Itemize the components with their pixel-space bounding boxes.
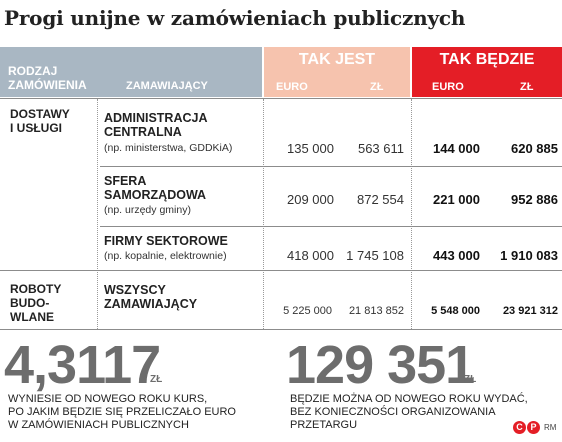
- new-euro-value: 144 000: [433, 141, 480, 156]
- category-deliveries: DOSTAWY I USŁUGI: [10, 107, 70, 135]
- now-zl-value: 1 745 108: [346, 248, 404, 263]
- header-future-euro: EURO: [432, 81, 464, 93]
- buyer-note: (np. kopalnie, elektrownie): [104, 250, 227, 262]
- new-euro-value: 221 000: [433, 192, 480, 207]
- buyer-note: (np. urzędy gminy): [104, 204, 191, 216]
- header-future-block: [412, 47, 562, 97]
- row-divider: [100, 226, 562, 227]
- column-separator: [263, 99, 264, 329]
- now-euro-value: 418 000: [287, 248, 334, 263]
- row-divider: [100, 166, 562, 167]
- header-now: TAK JEST: [298, 51, 376, 68]
- column-separator: [411, 99, 412, 329]
- header-now-euro: EURO: [276, 81, 308, 93]
- category-construction: ROBOTY BUDO- WLANE: [10, 282, 62, 324]
- exchange-rate-unit: ZŁ: [150, 374, 163, 385]
- no-tender-limit-unit: ZŁ: [464, 374, 477, 385]
- new-zl-value: 620 885: [511, 141, 558, 156]
- header-buyer: ZAMAWIAJĄCY: [126, 80, 208, 92]
- buyer-sector-companies: FIRMY SEKTOROWE: [104, 234, 228, 248]
- no-tender-limit-value: 129 351: [286, 335, 475, 395]
- new-zl-value: 1 910 083: [500, 248, 558, 263]
- author-initials: RM: [544, 423, 557, 432]
- row-divider: [0, 270, 562, 271]
- row-divider: [0, 329, 562, 330]
- new-euro-value: 443 000: [433, 248, 480, 263]
- header-now-zl: ZŁ: [370, 81, 384, 93]
- header-future: TAK BĘDZIE: [439, 51, 535, 68]
- buyer-note: (np. ministerstwa, GDDKiA): [104, 142, 233, 154]
- publisher-logo: C P RM: [513, 421, 556, 434]
- header-future-zl: ZŁ: [520, 81, 534, 93]
- now-zl-value: 563 611: [357, 141, 404, 156]
- buyer-all: WSZYSCY ZAMAWIAJĄCY: [104, 283, 198, 311]
- column-separator: [97, 99, 98, 329]
- buyer-local-government: SFERA SAMORZĄDOWA: [104, 174, 207, 202]
- row-divider: [0, 98, 562, 99]
- new-zl-value: 952 886: [511, 192, 558, 207]
- now-euro-value: 135 000: [287, 141, 334, 156]
- exchange-rate-caption: WYNIESIE OD NOWEGO ROKU KURS, PO JAKIM B…: [8, 393, 236, 431]
- new-zl-value: 23 921 312: [502, 305, 558, 317]
- exchange-rate-value: 4,3117: [4, 335, 161, 395]
- no-tender-limit-caption: BĘDZIE MOŻNA OD NOWEGO ROKU WYDAĆ, BEZ K…: [290, 393, 528, 431]
- now-zl-value: 21 813 852: [348, 305, 404, 317]
- logo-mark: P: [527, 421, 540, 434]
- page-title: Progi unijne w zamówieniach publicznych: [4, 6, 466, 30]
- now-euro-value: 209 000: [287, 192, 334, 207]
- new-euro-value: 5 548 000: [431, 305, 480, 317]
- header-now-block: [264, 47, 410, 97]
- logo-mark: C: [513, 421, 526, 434]
- buyer-central-admin: ADMINISTRACJA CENTRALNA: [104, 111, 208, 139]
- header-buyer-block: [0, 47, 262, 97]
- now-zl-value: 872 554: [357, 192, 404, 207]
- header-order-type: RODZAJ ZAMÓWIENIA: [8, 64, 87, 92]
- now-euro-value: 5 225 000: [283, 305, 332, 317]
